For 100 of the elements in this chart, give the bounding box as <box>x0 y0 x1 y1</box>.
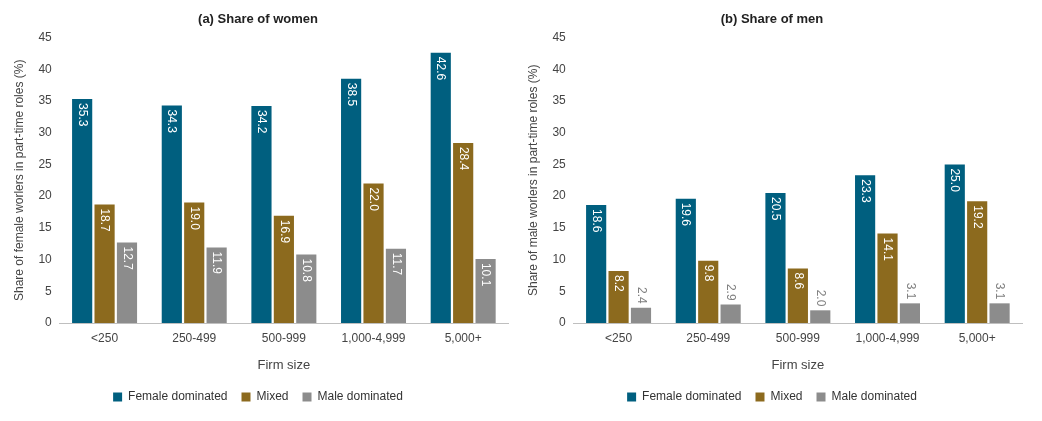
y-tick-label: 10 <box>552 251 567 266</box>
y-tick-label: 35 <box>38 93 53 108</box>
bar <box>810 310 831 323</box>
bar <box>430 52 451 323</box>
bar <box>765 192 786 323</box>
data-label: 34.2 <box>255 110 270 134</box>
bar <box>453 142 474 323</box>
y-tick-label: 0 <box>559 315 567 330</box>
data-label: 34.3 <box>165 109 180 134</box>
bar <box>273 215 294 323</box>
data-label: 10.1 <box>479 262 494 287</box>
y-tick-label: 20 <box>552 188 567 203</box>
y-tick-label: 40 <box>38 61 53 76</box>
bar <box>608 270 629 323</box>
data-label: 3.1 <box>993 282 1008 300</box>
legend-label: Male dominated <box>831 389 917 404</box>
bar <box>944 164 965 323</box>
legend-label: Mixed <box>770 389 803 404</box>
y-tick-label: 30 <box>552 125 567 140</box>
bar <box>720 304 741 323</box>
data-label: 35.3 <box>75 103 90 127</box>
y-tick-label: 25 <box>38 156 53 171</box>
x-tick-label: 250-499 <box>172 330 217 345</box>
data-label: 10.8 <box>299 258 314 283</box>
data-label: 19.6 <box>679 202 694 227</box>
bar <box>161 105 182 323</box>
data-label: 8.2 <box>612 274 627 292</box>
x-tick-label: <250 <box>91 330 119 345</box>
y-tick-label: 30 <box>38 125 53 140</box>
y-tick-label: 20 <box>38 188 53 203</box>
bar <box>586 205 607 323</box>
data-label: 22.0 <box>367 187 382 212</box>
bar <box>94 204 115 323</box>
x-tick-label: 5,000+ <box>444 330 482 345</box>
bar <box>116 242 138 323</box>
y-tick-label: 5 <box>45 283 53 298</box>
x-tick-label: 1,000-4,999 <box>855 330 920 345</box>
bar <box>363 183 384 323</box>
data-label: 19.2 <box>970 205 985 229</box>
data-label: 11.7 <box>389 252 404 276</box>
x-tick-label: 500-999 <box>775 330 821 345</box>
y-tick-label: 45 <box>552 29 567 44</box>
legend-label: Female dominated <box>128 389 228 404</box>
x-tick-label: 250-499 <box>686 330 731 345</box>
data-label: 8.6 <box>791 272 806 290</box>
data-label: 25.0 <box>948 168 963 193</box>
data-label: 12.7 <box>120 246 135 271</box>
y-tick-label: 40 <box>552 61 567 76</box>
bar <box>855 175 876 323</box>
legend-label: Female dominated <box>642 389 742 404</box>
y-axis-title: Share of male worlers in part-time roles (%) <box>525 64 540 296</box>
y-tick-label: 0 <box>45 315 53 330</box>
data-label: 2.9 <box>724 283 739 301</box>
bar <box>296 254 317 323</box>
bar <box>787 268 808 323</box>
bar <box>184 202 205 323</box>
bar <box>206 247 227 323</box>
x-tick-label: 500-999 <box>261 330 307 345</box>
data-label: 11.9 <box>210 251 225 275</box>
y-tick-label: 45 <box>38 29 53 44</box>
bar <box>385 248 407 323</box>
x-tick-label: <250 <box>605 330 633 345</box>
y-tick-label: 15 <box>552 220 567 235</box>
legend-label: Mixed <box>256 389 289 404</box>
data-label: 42.6 <box>434 56 449 81</box>
bar <box>475 258 496 323</box>
data-label: 3.1 <box>903 282 918 300</box>
y-axis-title: Share of female worlers in part-time roles (%) <box>11 59 26 302</box>
data-label: 28.4 <box>456 146 471 171</box>
bar <box>341 78 362 323</box>
x-tick-label: 1,000-4,999 <box>341 330 406 345</box>
bar <box>899 303 921 323</box>
y-tick-label: 35 <box>552 93 567 108</box>
data-label: 14.1 <box>881 237 896 262</box>
data-label: 2.0 <box>813 289 828 307</box>
bar <box>251 106 272 323</box>
x-axis-title: Firm size <box>257 356 311 372</box>
data-label: 2.4 <box>634 287 649 305</box>
y-tick-label: 5 <box>559 283 567 298</box>
data-label: 19.0 <box>187 206 202 231</box>
data-label: 20.5 <box>769 196 784 221</box>
bar <box>675 198 696 323</box>
x-tick-label: 5,000+ <box>958 330 996 345</box>
chart-title: (b) Share of men <box>720 11 824 27</box>
legend-label: Male dominated <box>317 389 403 404</box>
y-tick-label: 25 <box>552 156 567 171</box>
x-axis-title: Firm size <box>771 356 825 372</box>
bar <box>698 260 719 323</box>
bar <box>989 303 1010 323</box>
bar <box>72 99 93 323</box>
data-label: 9.8 <box>701 264 716 282</box>
chart-title: (a) Share of women <box>198 11 319 27</box>
data-label: 18.6 <box>589 209 604 233</box>
data-label: 18.7 <box>98 208 113 233</box>
data-label: 38.5 <box>344 82 359 107</box>
data-label: 16.9 <box>277 219 292 244</box>
bar <box>630 307 652 323</box>
data-label: 23.3 <box>858 179 873 203</box>
y-tick-label: 10 <box>38 251 53 266</box>
bar <box>877 233 898 323</box>
